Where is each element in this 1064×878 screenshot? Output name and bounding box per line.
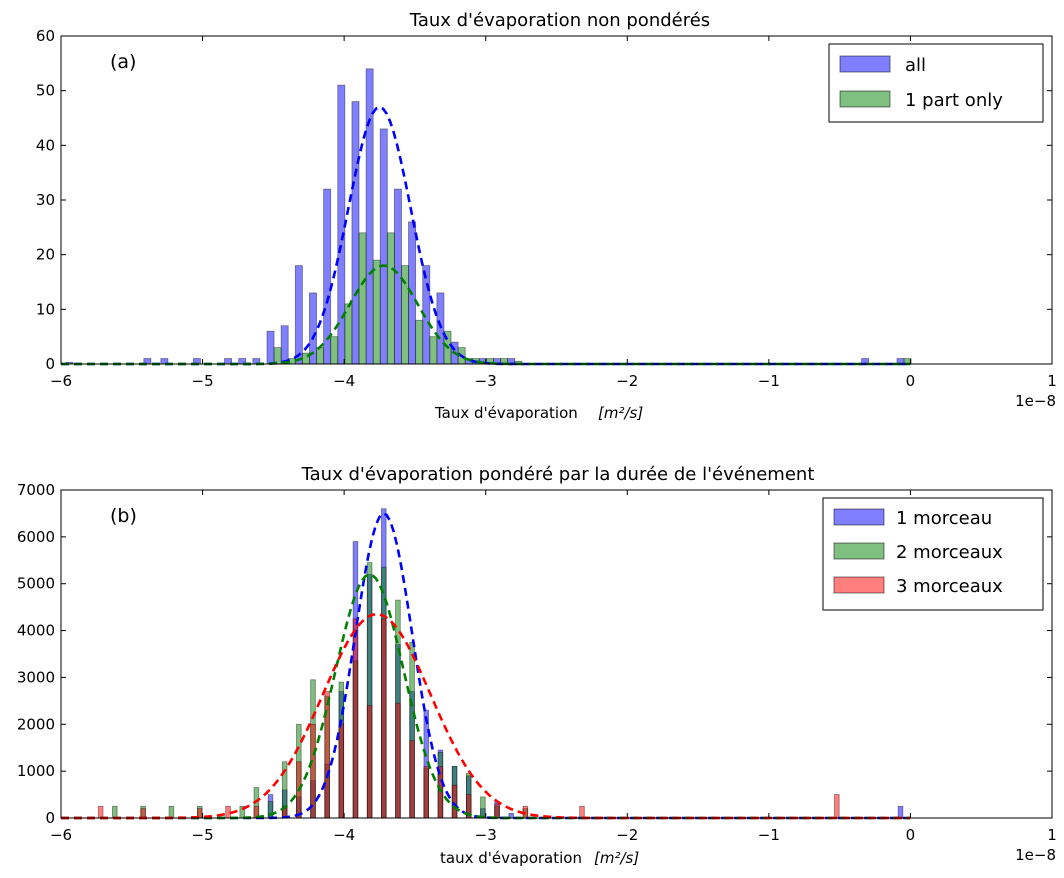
y-axis-a: 0 10 20 30 40 50 60 (36, 27, 1052, 373)
y-tick-label-b-7: 7000 (17, 481, 55, 499)
bar-b-3-morceaux-17 (451, 784, 458, 819)
x-tick-label-a-4: −2 (616, 372, 638, 390)
bar-a-all-16 (393, 188, 402, 365)
bar-b-3-morceaux-14 (409, 740, 415, 819)
y-tick-label-b-6: 6000 (17, 528, 55, 546)
y-tick-label-a-0: 0 (45, 355, 55, 373)
y-tick-label-b-1: 1000 (17, 762, 55, 780)
y-tick-label-a-5: 50 (36, 82, 55, 100)
x-tick-label-b-6: 0 (906, 826, 916, 844)
bar-a-1-part-only-11 (429, 336, 438, 365)
x-tick-label-a-6: 0 (906, 372, 916, 390)
legend-label-3-morceaux: 3 morceaux (896, 576, 1003, 597)
bar-b-3-morceaux-11 (366, 705, 373, 819)
x-axis-unit-b: [m²/s] (594, 849, 639, 867)
x-tick-label-b-3: −3 (475, 826, 497, 844)
chart-title-a: Taux d'évaporation non pondérés (409, 10, 710, 31)
bar-a-all-19 (436, 292, 445, 365)
x-tick-label-a-2: −4 (333, 372, 355, 390)
bar-b-3-morceaux-21 (579, 805, 585, 819)
legend-a: all 1 part only (828, 43, 1044, 123)
legend-label-1-part-only: 1 part only (905, 90, 1003, 111)
legend-swatch-3-morceaux (833, 576, 885, 594)
offset-text-a: 1e−8 (1015, 392, 1056, 410)
y-tick-label-b-5: 5000 (17, 575, 55, 593)
y-axis-b: 0 1000 2000 3000 4000 5000 6000 7000 (17, 481, 1052, 827)
y-tick-label-a-1: 10 (36, 300, 55, 318)
bars-b (97, 508, 904, 819)
bar-b-3-morceaux-15 (423, 766, 429, 819)
x-tick-label-b-5: −1 (758, 826, 780, 844)
bar-b-3-morceaux-19 (494, 803, 500, 819)
x-tick-label-a-1: −5 (192, 372, 214, 390)
legend-swatch-1-part-only (839, 90, 891, 108)
offset-text-b: 1e−8 (1015, 846, 1056, 864)
legend-swatch-1-morceau (833, 508, 885, 526)
bar-b-3-morceaux-0 (97, 805, 104, 819)
x-axis-unit-a: [m²/s] (598, 404, 643, 422)
bar-b-3-morceaux-7 (310, 723, 316, 819)
bar-b-1-morceau-18 (897, 805, 904, 819)
x-tick-label-b-1: −5 (192, 826, 214, 844)
y-tick-label-b-0: 0 (45, 809, 55, 827)
y-tick-label-a-2: 20 (36, 246, 55, 264)
legend-swatch-all (839, 55, 891, 73)
bar-a-all-8 (280, 325, 289, 365)
x-tick-label-a-0: −6 (50, 372, 72, 390)
x-tick-label-b-2: −4 (333, 826, 355, 844)
bar-a-1-part-only-7 (372, 259, 381, 365)
x-tick-label-a-5: −1 (758, 372, 780, 390)
y-tick-label-b-3: 3000 (17, 668, 55, 686)
y-tick-label-a-4: 40 (36, 136, 55, 154)
bar-a-all-7 (266, 330, 275, 365)
x-axis-label-a: Taux d'évaporation (434, 404, 578, 422)
panel-label-a: (a) (110, 51, 136, 73)
x-axis-label-b: taux d'évaporation (440, 849, 582, 867)
y-tick-label-b-4: 4000 (17, 622, 55, 640)
y-tick-label-b-2: 2000 (17, 715, 55, 733)
bar-b-2-morceaux-0 (112, 805, 118, 819)
y-tick-label-a-6: 60 (36, 27, 55, 45)
bar-a-1-part-only-3 (316, 347, 325, 365)
bar-a-1-part-only-0 (273, 347, 282, 365)
x-axis-a: −6 −5 −4 −3 −2 −1 0 1 (50, 36, 1057, 390)
bar-b-2-morceaux-21 (480, 796, 486, 819)
bar-b-2-morceaux-2 (168, 805, 175, 819)
bar-b-3-morceaux-13 (395, 702, 401, 819)
x-tick-label-a-3: −3 (475, 372, 497, 390)
bar-b-3-morceaux-9 (338, 723, 345, 819)
x-tick-label-a-7: 1 (1047, 372, 1057, 390)
legend-label-2-morceaux: 2 morceaux (896, 542, 1003, 563)
bar-b-3-morceaux-1 (140, 808, 146, 819)
panel-a: Taux d'évaporation non pondérés −6 −5 −4 −3… (36, 10, 1057, 422)
panel-b: Taux d'évaporation pondéré par la durée … (17, 464, 1057, 867)
legend-label-1-morceau: 1 morceau (896, 508, 992, 529)
bar-a-1-part-only-10 (415, 319, 424, 365)
bar-b-3-morceaux-22 (834, 794, 840, 819)
legend-swatch-2-morceaux (833, 542, 885, 560)
y-tick-label-a-3: 30 (36, 191, 55, 209)
panel-label-b: (b) (110, 505, 137, 527)
legend-label-all: all (905, 55, 926, 76)
legend-b: 1 morceau 2 morceaux 3 morceaux (822, 497, 1044, 611)
bar-a-all-15 (379, 128, 388, 365)
x-tick-label-b-0: −6 (50, 826, 72, 844)
x-tick-label-b-4: −2 (616, 826, 638, 844)
bar-b-3-morceaux-12 (381, 618, 387, 819)
bar-a-all-9 (294, 265, 303, 365)
bar-a-1-part-only-6 (358, 232, 367, 365)
x-tick-label-b-7: 1 (1047, 826, 1057, 844)
plot-frame-b (60, 489, 1053, 819)
bar-a-1-part-only-4 (330, 336, 339, 365)
chart-title-b: Taux d'évaporation pondéré par la durée … (301, 464, 815, 485)
x-axis-b: −6 −5 −4 −3 −2 −1 0 1 (50, 490, 1057, 844)
bar-a-all-13 (351, 101, 360, 365)
bar-a-1-part-only-8 (386, 232, 395, 365)
